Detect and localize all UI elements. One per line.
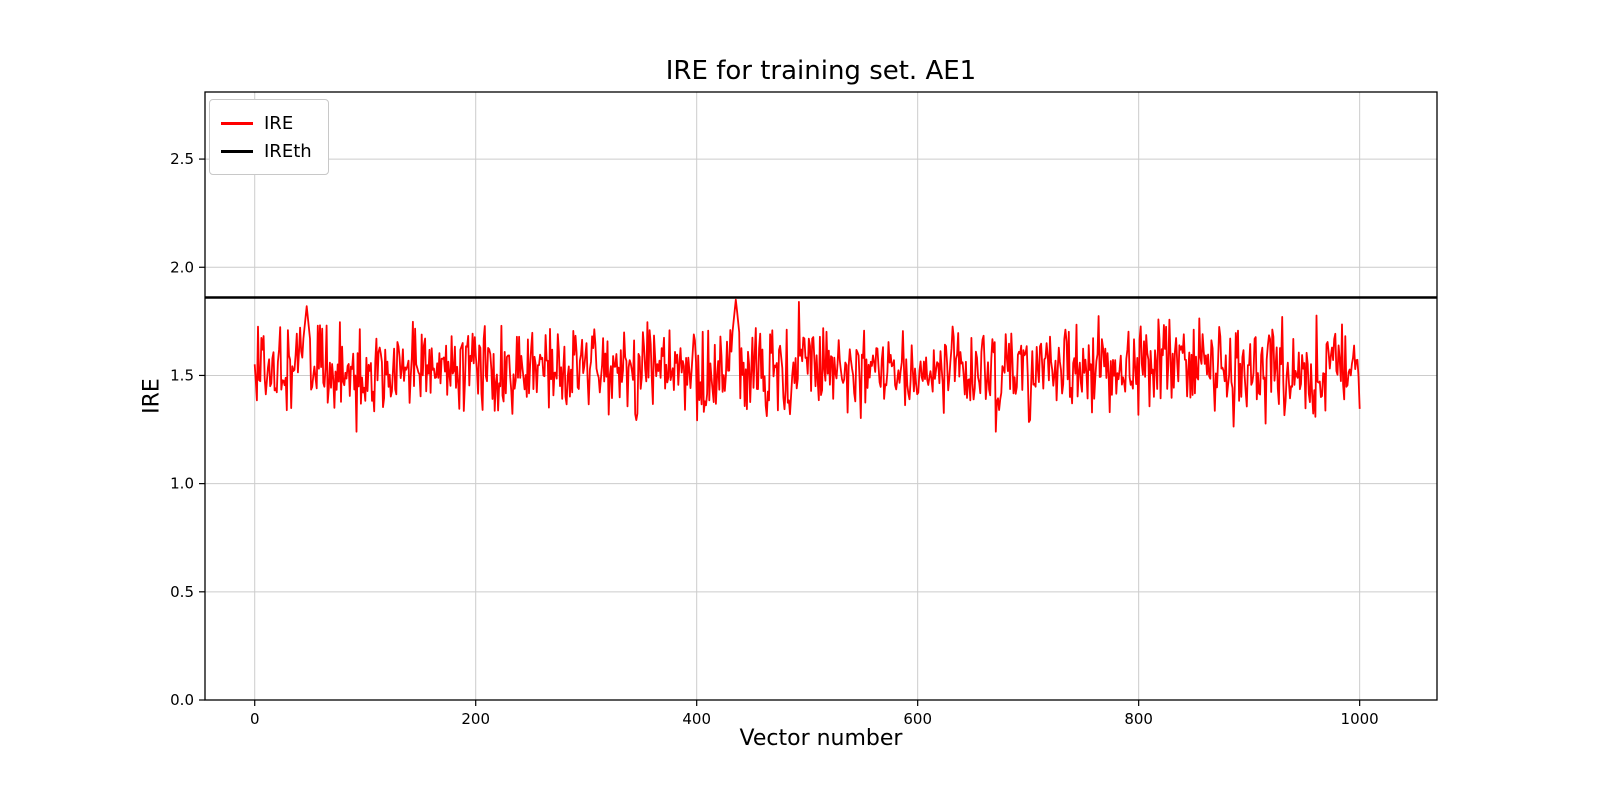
chart-title: IRE for training set. AE1 <box>665 56 977 86</box>
x-tick-label: 1000 <box>1341 710 1379 728</box>
axes-spine <box>204 91 1438 701</box>
ire-line-swatch <box>221 121 253 125</box>
legend-entry-ire: IRE <box>221 109 312 137</box>
ire-series-line <box>253 298 1361 433</box>
x-tick-label: 800 <box>1124 710 1153 728</box>
y-tick-label: 2.5 <box>170 150 194 168</box>
y-tick-label: 1.5 <box>170 366 194 384</box>
legend: IRE IREth <box>209 99 329 175</box>
legend-label-ireth: IREth <box>264 140 312 162</box>
x-tick-label: 400 <box>682 710 711 728</box>
y-tick-label: 0.0 <box>170 691 194 709</box>
x-tick-label: 600 <box>903 710 932 728</box>
y-tick-label: 1.0 <box>170 475 194 493</box>
x-tick-label: 200 <box>461 710 490 728</box>
x-axis-label: Vector number <box>739 726 903 751</box>
x-tick-label: 0 <box>250 710 260 728</box>
y-tick-label: 0.5 <box>170 583 194 601</box>
y-tick-label: 2.0 <box>170 258 194 276</box>
legend-label-ire: IRE <box>264 112 294 134</box>
ireth-line-swatch <box>221 149 253 153</box>
legend-entry-ireth: IREth <box>221 137 312 165</box>
